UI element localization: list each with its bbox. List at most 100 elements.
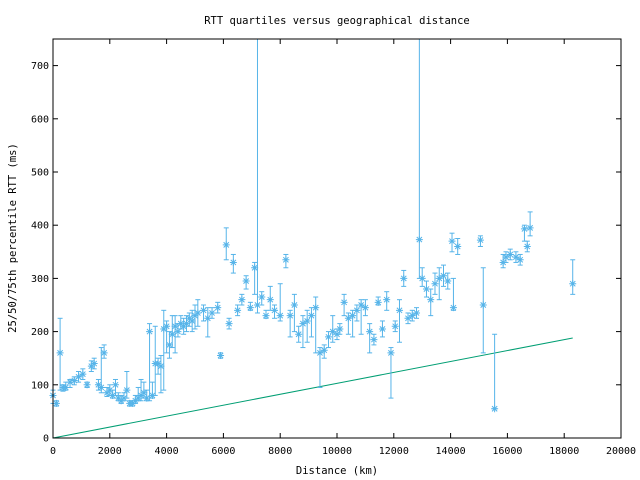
median-marker: [448, 237, 456, 245]
data-point: [208, 307, 216, 319]
data-point: [75, 371, 83, 383]
fit-layer: [52, 337, 573, 439]
median-marker: [208, 309, 216, 317]
data-point: [200, 304, 208, 322]
data-point: [444, 272, 452, 290]
median-marker: [374, 298, 382, 306]
data-point: [448, 232, 456, 253]
median-marker: [502, 253, 510, 261]
median-marker: [171, 322, 179, 330]
median-marker: [200, 306, 208, 314]
data-point: [295, 325, 303, 343]
median-marker: [154, 360, 162, 368]
data-point: [400, 269, 408, 287]
median-marker: [340, 298, 348, 306]
median-marker: [523, 242, 531, 250]
median-marker: [52, 399, 60, 407]
median-marker: [134, 394, 142, 402]
y-tick-label: 200: [31, 327, 49, 338]
median-marker: [160, 325, 168, 333]
x-tick-label: 16000: [492, 446, 522, 457]
data-point: [229, 253, 237, 274]
x-tick-label: 18000: [549, 446, 579, 457]
data-point: [103, 386, 111, 398]
data-point: [391, 320, 399, 333]
median-marker: [370, 336, 378, 344]
data-point: [87, 360, 95, 372]
data-point: [217, 352, 225, 360]
data-point: [320, 344, 328, 359]
data-point: [408, 309, 416, 322]
median-marker: [520, 225, 528, 233]
data-point: [90, 357, 98, 370]
data-point: [324, 331, 332, 349]
data-point: [79, 368, 87, 380]
data-point: [378, 320, 386, 338]
median-marker: [75, 373, 83, 381]
median-marker: [320, 346, 328, 354]
median-marker: [229, 258, 237, 266]
median-marker: [415, 236, 423, 244]
data-point: [502, 251, 510, 263]
data-point: [146, 323, 154, 402]
min-rtt-line: [52, 337, 573, 439]
data-point: [52, 399, 60, 407]
median-marker: [83, 381, 91, 389]
data-point: [286, 309, 294, 338]
data-point: [262, 309, 270, 320]
data-point: [307, 307, 315, 338]
data-point: [299, 315, 307, 349]
data-point: [435, 267, 443, 301]
data-point: [316, 347, 324, 388]
data-point: [180, 317, 188, 335]
data-point: [516, 253, 524, 266]
median-marker: [180, 322, 188, 330]
median-marker: [312, 304, 320, 312]
median-marker: [157, 362, 165, 370]
median-marker: [307, 312, 315, 320]
median-marker: [316, 349, 324, 357]
chart-title: RTT quartiles versus geographical distan…: [204, 15, 470, 27]
data-point: [194, 299, 202, 327]
data-point: [383, 291, 391, 311]
median-marker: [361, 304, 369, 312]
data-point: [340, 293, 348, 317]
data-point: [242, 275, 250, 290]
data-point: [476, 235, 484, 247]
median-marker: [276, 312, 284, 320]
x-tick-label: 20000: [606, 446, 636, 457]
data-point: [109, 389, 117, 399]
median-marker: [238, 296, 246, 304]
median-marker: [282, 256, 290, 264]
data-point: [357, 299, 365, 335]
data-point: [238, 293, 246, 306]
median-marker: [400, 274, 408, 282]
data-point: [171, 315, 179, 354]
data-point: [137, 378, 145, 402]
data-point: [83, 381, 91, 389]
median-marker: [168, 330, 176, 338]
median-marker: [329, 328, 337, 336]
data-point: [329, 315, 337, 343]
median-marker: [111, 381, 119, 389]
data-point: [422, 280, 430, 298]
x-tick-label: 2000: [98, 446, 122, 457]
median-marker: [422, 285, 430, 293]
median-marker: [222, 241, 230, 249]
x-tick-label: 4000: [155, 446, 179, 457]
median-marker: [357, 301, 365, 309]
median-marker: [479, 301, 487, 309]
median-marker: [140, 389, 148, 397]
y-tick-label: 700: [31, 61, 49, 72]
data-point: [449, 277, 457, 312]
data-point: [395, 299, 403, 343]
data-point: [111, 378, 119, 396]
median-marker: [174, 328, 182, 336]
median-marker: [109, 391, 117, 399]
data-point: [56, 317, 64, 391]
median-marker: [66, 378, 74, 386]
median-marker: [266, 296, 274, 304]
median-marker: [188, 317, 196, 325]
median-marker: [148, 391, 156, 399]
